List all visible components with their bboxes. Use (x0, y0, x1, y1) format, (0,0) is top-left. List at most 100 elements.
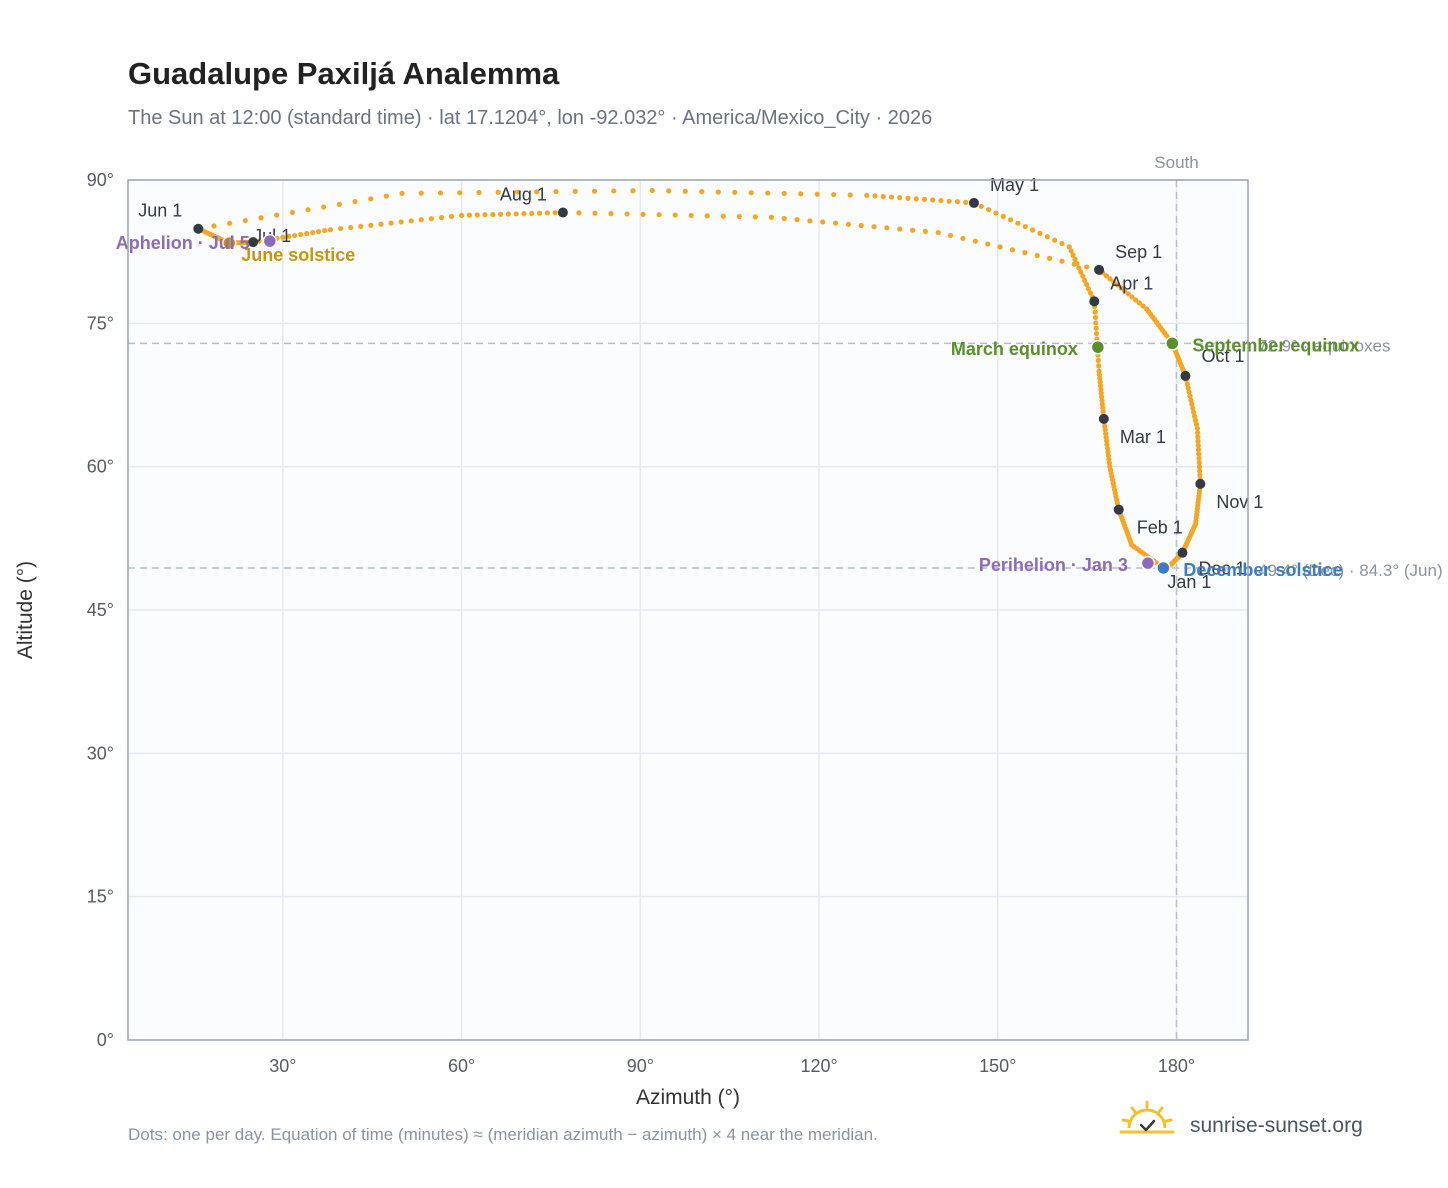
daily-sun-dot (274, 212, 280, 218)
daily-sun-dot (1197, 472, 1203, 478)
daily-sun-dot (534, 189, 540, 195)
daily-sun-dot (1195, 442, 1201, 449)
daily-sun-dot (358, 223, 364, 229)
daily-sun-dot (1196, 464, 1203, 470)
daily-sun-dot (1194, 430, 1201, 436)
month-marker (1089, 296, 1100, 307)
daily-sun-dot (864, 192, 870, 198)
event-marker (262, 233, 278, 249)
daily-sun-dot (459, 212, 465, 218)
daily-sun-dot (946, 198, 952, 204)
daily-sun-dot (798, 191, 804, 197)
daily-sun-dot (1030, 227, 1036, 233)
daily-sun-dot (699, 189, 705, 195)
daily-sun-dot (1194, 425, 1200, 432)
daily-sun-dot (286, 233, 292, 239)
daily-sun-dot (1022, 250, 1028, 256)
daily-sun-dot (1192, 417, 1199, 423)
event-label: March equinox (951, 339, 1078, 359)
daily-sun-dot (1136, 300, 1142, 306)
daily-sun-dot (1078, 269, 1084, 275)
sun-logo-icon (1119, 1100, 1175, 1134)
event-label: Aphelion · Jul 5 (116, 233, 250, 253)
daily-sun-dot (418, 217, 424, 223)
x-tick-label: 30° (269, 1056, 296, 1076)
daily-sun-dot (1125, 291, 1131, 297)
daily-sun-dot (672, 212, 678, 218)
daily-sun-dot (292, 232, 298, 239)
daily-sun-dot (592, 210, 598, 216)
daily-sun-dot (513, 211, 519, 217)
month-label: Jan 1 (1167, 572, 1211, 592)
daily-sun-dot (1129, 294, 1135, 300)
daily-sun-dot (304, 230, 310, 237)
daily-sun-dot (814, 191, 820, 197)
daily-sun-dot (794, 217, 800, 223)
daily-sun-dot (327, 227, 334, 233)
daily-sun-dot (310, 229, 316, 236)
daily-sun-dot (553, 189, 559, 195)
daily-sun-dot (321, 204, 327, 210)
daily-sun-dot (909, 227, 916, 233)
daily-sun-dot (316, 229, 322, 235)
daily-sun-dot (495, 189, 501, 195)
daily-sun-dot (428, 216, 434, 222)
daily-sun-dot (1059, 258, 1065, 264)
event-label: September equinox (1192, 335, 1359, 355)
daily-sun-dot (1114, 282, 1120, 288)
daily-sun-dot (831, 191, 837, 198)
daily-sun-dot (398, 219, 404, 225)
x-tick-label: 90° (627, 1056, 654, 1076)
daily-sun-dot (591, 188, 598, 194)
daily-sun-dot (408, 218, 414, 224)
daily-sun-dot (1008, 217, 1014, 223)
daily-sun-dot (897, 226, 903, 232)
daily-sun-dot (624, 211, 630, 217)
plot-frame (127, 179, 1249, 1041)
grid (128, 179, 1248, 1041)
month-label: Aug 1 (500, 184, 547, 204)
daily-sun-dot (1052, 237, 1058, 243)
daily-sun-dot (388, 220, 394, 226)
daily-sun-dot (1084, 264, 1090, 270)
axis-ticks: 0° 15° 30° 45° 60° 75° 90° 30° 60° 90° 120° 150° 180… (87, 170, 1195, 1076)
daily-sun-dot (832, 220, 839, 226)
daily-sun-dot (752, 214, 758, 220)
daily-sun-dot (368, 196, 374, 202)
x-axis-label: Azimuth (°) (636, 1086, 740, 1109)
daily-sun-dot (888, 194, 895, 200)
daily-sun-dot (1188, 397, 1194, 403)
daily-sun-dot (1195, 447, 1202, 453)
daily-sun-dot (611, 188, 617, 194)
daily-sun-dot (986, 207, 992, 213)
event-label: June solstice (241, 245, 355, 265)
y-tick-label: 90° (87, 170, 114, 190)
daily-sun-dot (1085, 286, 1092, 292)
event-marker (1090, 339, 1106, 355)
month-marker (1180, 370, 1191, 381)
month-marker (968, 197, 979, 208)
daily-sun-dot (938, 197, 944, 204)
month-marker (1098, 413, 1109, 424)
daily-sun-dot (1037, 230, 1043, 236)
daily-sun-dot (656, 212, 662, 218)
reference-lines: South 72.9° · equinoxes 49.4° (Dec) · 84.3… (128, 153, 1443, 1040)
daily-sun-dot (858, 222, 864, 229)
daily-sun-dot (1133, 297, 1139, 303)
daily-sun-dot (1192, 413, 1198, 419)
daily-sun-dot (476, 189, 482, 196)
daily-sun-dot (630, 188, 636, 194)
month-marker (1094, 264, 1105, 275)
month-label: Mar 1 (1120, 427, 1166, 447)
month-label: May 1 (990, 175, 1039, 195)
daily-sun-dot (576, 210, 582, 216)
daily-sun-dot (258, 215, 264, 221)
daily-sun-dot (1093, 320, 1099, 326)
daily-sun-dot (1093, 325, 1099, 331)
y-tick-label: 15° (87, 887, 114, 907)
month-label: Apr 1 (1110, 273, 1153, 293)
month-label: Oct 1 (1201, 346, 1244, 366)
daily-sun-dot (280, 234, 286, 240)
daily-sun-dot (457, 190, 463, 196)
